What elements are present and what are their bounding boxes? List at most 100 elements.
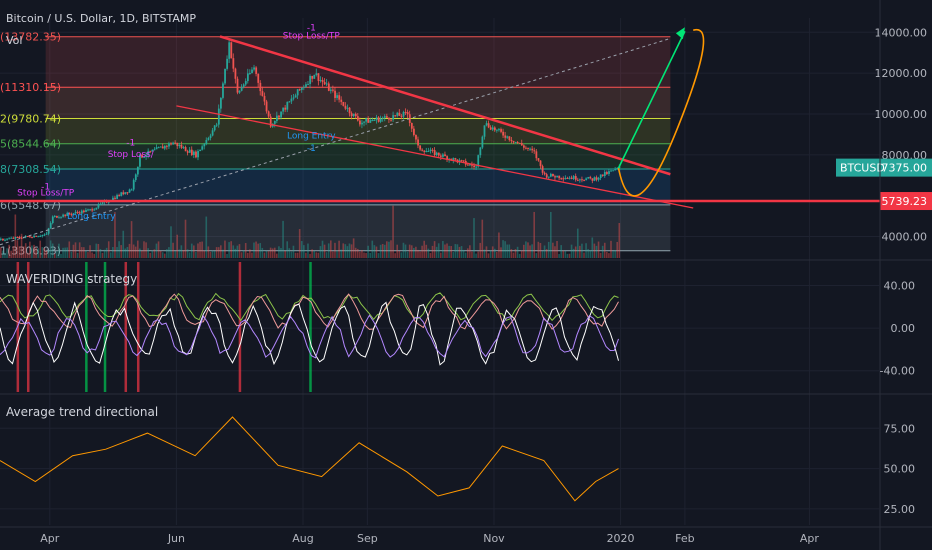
signal-bar [103, 262, 107, 392]
volume-bar [394, 253, 396, 258]
volume-bar [20, 233, 23, 258]
candle-body [6, 238, 9, 240]
candle-body [68, 213, 71, 215]
projection-path [617, 28, 705, 197]
candle-body [286, 102, 289, 110]
volume-bar [514, 249, 517, 258]
volume-bar [53, 253, 56, 258]
volume-bar [352, 238, 355, 258]
candle-body [4, 239, 6, 241]
strategy-series-line [0, 293, 619, 330]
candle-body [583, 179, 586, 181]
strategy-series-line [0, 301, 619, 366]
candle-body [35, 235, 38, 237]
volume-bar [603, 242, 606, 258]
volume-bar [365, 253, 367, 258]
volume-bar [24, 243, 27, 258]
volume-bar [184, 219, 187, 258]
candle-body [587, 176, 590, 179]
volume-bar [493, 248, 496, 258]
volume-bar [296, 252, 299, 258]
volume-bar [273, 247, 276, 258]
candle-body [182, 147, 185, 149]
volume-bar [56, 250, 58, 258]
candle-body [101, 202, 104, 204]
volume-bar [359, 251, 361, 258]
volume-bar [504, 241, 506, 258]
candle-body [47, 228, 50, 234]
candle-body [479, 147, 482, 156]
volume-bar [330, 240, 332, 258]
volume-bar [43, 247, 46, 258]
candle-body [201, 146, 204, 150]
candle-body [396, 112, 399, 116]
candle-body [547, 176, 550, 178]
volume-bar [195, 252, 197, 258]
volume-bar [491, 246, 494, 258]
volume-bar [541, 250, 544, 258]
candle-body [506, 136, 509, 138]
volume-bar [408, 244, 411, 258]
volume-bar [205, 216, 208, 258]
volume-bar [379, 244, 382, 258]
stop-loss-marker: Stop Loss/TP [17, 189, 75, 199]
volume-bar [390, 240, 392, 258]
volume-bar [6, 248, 8, 258]
candle-body [85, 209, 87, 213]
candle-body [176, 142, 179, 147]
candle-body [388, 117, 390, 120]
volume-bar [323, 244, 326, 258]
volume-bar [253, 242, 255, 258]
volume-bar [149, 252, 152, 258]
volume-bar [72, 244, 75, 258]
volume-bar [107, 241, 110, 258]
candle-body [18, 237, 21, 239]
candle-body [2, 238, 4, 241]
fib-level-label: 8(7308.54) [0, 163, 61, 176]
candle-body [437, 152, 440, 156]
candle-body [473, 165, 476, 168]
candle-body [141, 154, 143, 158]
candle-body [367, 118, 370, 123]
stop-loss-marker: -1 [307, 23, 316, 33]
fib-level-label: 1(3306.93) [0, 245, 61, 258]
volume-bar [363, 252, 365, 258]
projection-arrow [617, 30, 686, 169]
candle-body [572, 176, 575, 179]
candle-body [610, 170, 612, 172]
candle-body [606, 172, 608, 174]
volume-bar [427, 248, 430, 258]
volume-bar [193, 245, 195, 258]
candle-body [64, 214, 67, 216]
volume-bar [222, 249, 224, 258]
candle-body [545, 174, 548, 178]
adx-tick-label: 50.00 [884, 463, 916, 476]
volume-bar [396, 244, 399, 258]
candle-body [112, 197, 114, 201]
candle-body [273, 120, 276, 124]
candle-body [359, 120, 361, 125]
candle-body [116, 195, 119, 199]
volume-bar [255, 241, 257, 258]
volume-bar [282, 220, 284, 258]
volume-bar [14, 214, 17, 258]
candle-body [261, 91, 264, 96]
dashed-trendline [0, 37, 671, 246]
volume-bar [458, 246, 461, 258]
candle-body [435, 152, 438, 156]
price-tick-label: 4000.00 [882, 231, 928, 244]
volume-bar [288, 248, 291, 258]
candle-body [311, 75, 314, 79]
volume-bar [305, 252, 307, 258]
candle-body [512, 140, 515, 143]
candle-body [579, 179, 581, 181]
candle-body [153, 149, 156, 151]
candle-body [469, 164, 471, 166]
volume-bar [228, 242, 230, 258]
candle-body [20, 237, 23, 239]
x-tick-label: 2020 [607, 532, 635, 545]
volume-bar [545, 249, 548, 258]
volume-bar [153, 249, 156, 258]
volume-bar [506, 244, 509, 258]
